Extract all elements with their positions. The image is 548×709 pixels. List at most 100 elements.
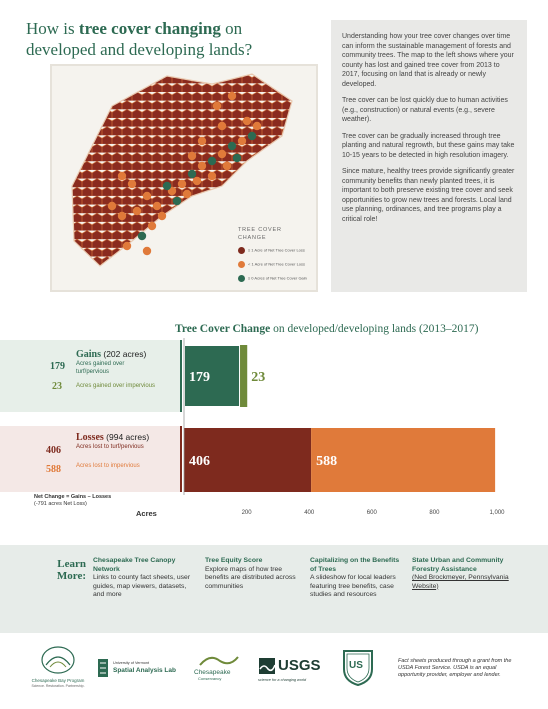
gain-hex-cell — [137, 231, 147, 241]
uvm-name: University of Vermont — [113, 661, 150, 665]
loss-hex-cell — [252, 121, 262, 131]
learn-link-title[interactable]: Capitalizing on the Benefits of Trees — [310, 557, 400, 573]
loss-hex-cell — [222, 161, 232, 171]
losses-heading-bold: Losses — [76, 432, 104, 443]
loss-hex-cell — [237, 136, 247, 146]
learn-more-section — [0, 545, 548, 633]
net-change-formula: Net Change = Gains – Losses — [34, 494, 112, 500]
learn-link-desc[interactable]: (Ned Brockmeyer, Pennsylvania Website) — [412, 574, 509, 590]
legend-item-large-loss: ≥ 1 Acre of Net Tree Cover Loss — [238, 247, 308, 254]
county-hex-map — [71, 73, 293, 267]
learn-more-heading: Learn More: — [56, 558, 86, 582]
gains-turf-number: 179 — [50, 361, 65, 372]
chesapeake-conservancy-logo: Chesapeake Conservancy — [190, 651, 246, 691]
loss-hex-cell — [212, 101, 222, 111]
bar-losses-2 — [184, 428, 312, 492]
learn-link-capitalizing[interactable]: Capitalizing on the Benefits of Trees A … — [310, 557, 405, 600]
info-paragraph-2: Tree cover can be lost quickly due to hu… — [342, 97, 508, 123]
gain-hex-cell — [162, 181, 172, 191]
funding-note: Fact sheets produced through a grant fro… — [398, 658, 512, 678]
county-shape — [71, 73, 293, 267]
usgs-wave-icon — [259, 658, 276, 674]
x-tick-label: 200 — [242, 510, 253, 516]
chart-title: Tree Cover Change on developed/developin… — [175, 323, 478, 335]
learn-link-desc: Links to county fact sheets, user guides… — [93, 574, 191, 598]
loss-hex-cell — [147, 221, 157, 231]
losses-heading: Losses (994 acres) — [76, 432, 149, 443]
losses-panel — [0, 426, 182, 492]
loss-hex-cell — [132, 206, 142, 216]
page-title: How is tree cover changing on developed … — [26, 18, 306, 60]
x-tick-label: 600 — [367, 510, 378, 516]
title-prefix: How is — [26, 19, 79, 38]
gain-hex-cell — [227, 141, 237, 151]
gain-hex-cell — [247, 131, 257, 141]
losses-impervious-label: Acres lost to impervious — [76, 463, 140, 469]
bar-label-gains-0: 179 — [189, 370, 210, 385]
county-map: TREE COVER CHANGE ≥ 1 Acre of Net Tree Co… — [50, 64, 318, 292]
loss-hex-cell — [117, 171, 127, 181]
footer: Chesapeake Bay Program Science. Restorat… — [0, 633, 548, 709]
losses-heading-rest: (994 acres) — [103, 432, 150, 442]
info-paragraph-4: Since mature, healthy trees provide sign… — [342, 168, 515, 223]
bar-losses-3 — [311, 428, 496, 492]
loss-hex-cell — [217, 149, 227, 159]
loss-hex-cell — [157, 211, 167, 221]
learn-link-title[interactable]: Tree Equity Score — [205, 557, 263, 564]
x-axis-label: Acres — [136, 509, 157, 518]
gains-impervious-label: Acres gained over impervious — [76, 383, 156, 389]
loss-hex-cell — [227, 91, 237, 101]
info-paragraph-3: Tree cover can be gradually increased th… — [342, 132, 515, 159]
loss-hex-cell — [192, 176, 202, 186]
learn-link-title[interactable]: Chesapeake Tree Canopy Network — [93, 557, 176, 573]
conservancy-sub: Conservancy — [198, 676, 222, 681]
losses-turf-label: Acres lost to turf/pervious — [76, 444, 144, 450]
learn-link-state-forestry[interactable]: State Urban and Community Forestry Assis… — [412, 557, 512, 591]
bay-program-name: Chesapeake Bay Program — [31, 678, 85, 683]
gain-hex-cell — [232, 153, 242, 163]
chart-bars: 179 23 406 588 — [183, 338, 496, 495]
uvm-emblem-icon — [98, 659, 108, 677]
loss-hex-cell — [187, 151, 197, 161]
forest-service-letters: US — [349, 660, 363, 671]
title-suffix: on — [220, 19, 243, 38]
loss-hex-cell — [152, 201, 162, 211]
loss-hex-cell — [142, 246, 152, 256]
loss-hex-cell — [242, 116, 252, 126]
uvm-lab-name: Spatial Analysis Lab — [113, 667, 176, 674]
bar-label-losses-2: 406 — [189, 454, 210, 469]
loss-hex-cell — [207, 171, 217, 181]
loss-hex-cell — [197, 161, 207, 171]
learn-link-tree-equity[interactable]: Tree Equity Score Explore maps of how tr… — [205, 557, 303, 591]
gain-hex-cell — [172, 196, 182, 206]
learn-link-desc: A slideshow for local leaders featuring … — [310, 574, 396, 598]
x-tick-label: 400 — [304, 510, 315, 516]
gains-turf-label: Acres gained over turf/pervious — [76, 361, 125, 375]
gain-hex-cell — [207, 156, 217, 166]
title-bold: tree cover changing — [78, 19, 221, 38]
losses-turf-number: 406 — [46, 445, 61, 456]
orange-dot-icon — [238, 261, 245, 268]
usgs-logo: USGS science for a changing world — [258, 657, 328, 693]
title-line2: developed and developing lands? — [26, 40, 253, 59]
map-hex-cells — [107, 91, 262, 256]
legend-item-gain: ≥ 0 Acres of Net Tree Cover Gain — [238, 275, 308, 282]
dark-red-dot-icon — [238, 247, 245, 254]
gain-hex-cell — [187, 169, 197, 179]
conservancy-name: Chesapeake — [194, 669, 231, 676]
learn-link-canopy-network[interactable]: Chesapeake Tree Canopy Network Links to … — [93, 557, 198, 600]
gains-heading-bold: Gains — [76, 349, 102, 360]
bar-gains-1 — [240, 345, 248, 407]
usgs-tagline: science for a changing world — [258, 678, 307, 682]
net-change-value: (-791 acres Net Loss) — [34, 501, 87, 507]
x-tick-label: 800 — [429, 510, 440, 516]
bay-program-tagline: Science. Restoration. Partnership. — [31, 684, 85, 688]
chart-title-bold: Tree Cover Change — [175, 323, 271, 335]
learn-link-title[interactable]: State Urban and Community Forestry Assis… — [412, 557, 504, 573]
info-panel: Understanding how your tree cover change… — [331, 20, 527, 292]
forest-service-shield-icon — [343, 650, 373, 687]
loss-hex-cell — [182, 189, 192, 199]
legend-title: TREE COVER CHANGE — [238, 227, 282, 241]
chesapeake-bay-program-logo: Chesapeake Bay Program Science. Restorat… — [28, 643, 88, 693]
bar-gains-0 — [183, 344, 242, 408]
